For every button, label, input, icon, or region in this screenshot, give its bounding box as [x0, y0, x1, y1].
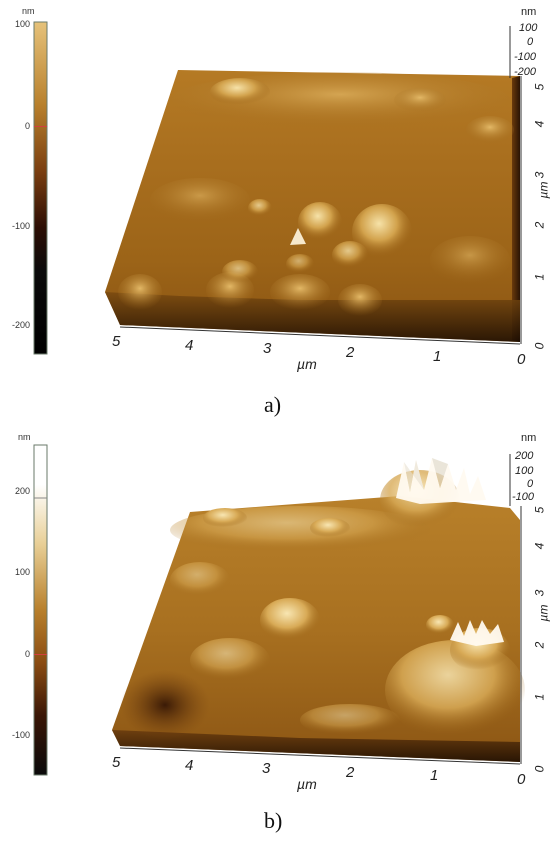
x-axis-tick-a: 0	[517, 351, 526, 368]
x-axis-unit-a: µm	[297, 356, 317, 372]
x-axis-line-a	[119, 326, 521, 345]
y-axis-tick-b: 1	[532, 693, 547, 701]
y-axis-tick-a: 0	[532, 342, 547, 350]
x-axis-tick-b: 1	[430, 767, 439, 784]
particle-cluster-b	[260, 598, 320, 642]
colorbar-tick-a: -100	[11, 221, 30, 231]
x-axis-line-b	[119, 747, 521, 765]
colorbar-unit-a: nm	[22, 6, 35, 16]
particle-cluster-a	[298, 202, 342, 242]
z-axis-unit-a: nm	[521, 6, 537, 18]
y-axis-tick-b: 0	[532, 765, 547, 773]
afm-panel-a: nm 100 0 -100 -200 nm 100 0 -100 -200 5 …	[0, 0, 553, 420]
y-axis-unit-b: µm	[536, 604, 551, 622]
y-axis-tick-b: 3	[532, 589, 547, 597]
x-axis-tick-a: 5	[112, 333, 121, 350]
afm-surface-a-image	[33, 21, 522, 355]
colorbar-tick-a: 0	[24, 121, 30, 131]
colorbar-tick-b: 200	[14, 486, 30, 496]
y-axis-tick-b: 4	[532, 542, 547, 550]
z-axis-tick-a: -100	[514, 51, 537, 63]
y-axis-tick-a: 1	[532, 273, 547, 281]
afm-panel-b: nm 200 100 0 -100 nm 200 100 0 -100 5 4 …	[0, 420, 553, 841]
colorbar-b	[33, 444, 48, 776]
x-axis-tick-a: 1	[433, 348, 442, 365]
colorbar-unit-b: nm	[18, 432, 31, 442]
x-axis-tick-a: 3	[263, 340, 272, 357]
afm-surface-b-image	[33, 444, 525, 776]
z-axis-tick-b: 200	[515, 450, 534, 462]
colorbar-tick-b: -100	[11, 730, 30, 740]
colorbar-a	[33, 21, 48, 355]
y-axis-tick-a: 4	[532, 120, 547, 128]
x-axis-tick-b: 4	[185, 757, 194, 774]
y-axis-tick-a: 2	[532, 221, 547, 229]
z-axis-tick-a: -200	[514, 66, 537, 78]
peaks-mid-right-b	[450, 620, 504, 646]
z-axis-unit-b: nm	[521, 432, 537, 444]
y-axis-tick-b: 5	[532, 506, 547, 514]
colorbar-tick-a: -200	[11, 320, 30, 330]
y-axis-tick-b: 2	[532, 641, 547, 649]
surface-front-a	[105, 292, 520, 342]
z-axis-tick-b: 0	[527, 478, 534, 490]
z-axis-tick-b: 100	[515, 465, 534, 477]
z-axis-tick-b: -100	[512, 491, 535, 503]
surface-front-b	[112, 730, 520, 762]
y-axis-tick-a: 5	[532, 83, 547, 91]
x-axis-tick-b: 5	[112, 754, 121, 771]
peaks-top-right-b	[396, 458, 486, 504]
x-axis-tick-b: 0	[517, 771, 526, 788]
z-axis-tick-a: 0	[527, 36, 534, 48]
y-axis-tick-a: 3	[532, 171, 547, 179]
colorbar-tick-b: 0	[24, 649, 30, 659]
z-axis-tick-a: 100	[519, 22, 538, 34]
caption-b: b)	[264, 808, 283, 833]
colorbar-tick-b: 100	[14, 567, 30, 577]
y-axis-unit-a: µm	[536, 181, 551, 199]
x-axis-tick-b: 2	[346, 764, 355, 781]
x-axis-tick-b: 3	[262, 760, 271, 777]
colorbar-tick-a: 100	[14, 19, 30, 29]
caption-a: a)	[264, 392, 282, 417]
x-axis-unit-b: µm	[297, 776, 317, 792]
x-axis-tick-a: 4	[185, 337, 194, 354]
x-axis-tick-a: 2	[346, 344, 355, 361]
